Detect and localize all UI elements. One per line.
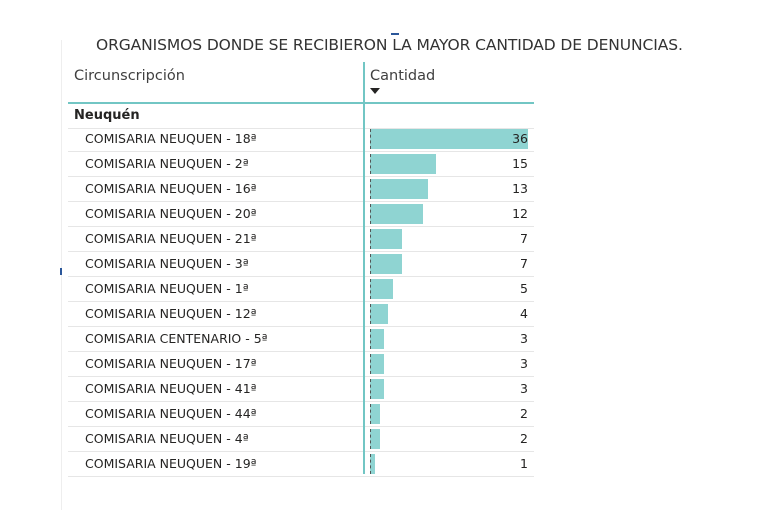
data-bar (370, 454, 375, 474)
row-name: COMISARIA NEUQUEN - 18ª (85, 131, 257, 146)
row-name: COMISARIA NEUQUEN - 4ª (85, 431, 249, 446)
table-row[interactable]: COMISARIA CENTENARIO - 5ª 3 (68, 327, 534, 352)
table-row[interactable]: COMISARIA NEUQUEN - 20ª 12 (68, 202, 534, 227)
table-header: Circunscripción Cantidad (68, 60, 534, 104)
visual-resize-handle-top[interactable] (391, 33, 399, 35)
row-value: 13 (512, 181, 528, 196)
table-row[interactable]: COMISARIA NEUQUEN - 1ª 5 (68, 277, 534, 302)
data-bar (370, 154, 436, 174)
group-row[interactable]: Neuquén (68, 104, 534, 129)
table-row[interactable]: COMISARIA NEUQUEN - 18ª 36 (68, 127, 534, 152)
data-bar (370, 254, 402, 274)
row-name: COMISARIA NEUQUEN - 44ª (85, 406, 257, 421)
table-row[interactable]: COMISARIA NEUQUEN - 21ª 7 (68, 227, 534, 252)
row-value: 3 (520, 331, 528, 346)
row-name: COMISARIA NEUQUEN - 3ª (85, 256, 249, 271)
row-value: 2 (520, 406, 528, 421)
row-value: 3 (520, 356, 528, 371)
data-bar (370, 279, 393, 299)
row-value: 3 (520, 381, 528, 396)
row-name: COMISARIA NEUQUEN - 19ª (85, 456, 257, 471)
row-value: 5 (520, 281, 528, 296)
column-separator[interactable] (363, 62, 365, 474)
row-value: 36 (512, 131, 528, 146)
chart-title: ORGANISMOS DONDE SE RECIBIERON LA MAYOR … (96, 36, 683, 54)
row-name: COMISARIA NEUQUEN - 41ª (85, 381, 257, 396)
data-bar (370, 354, 384, 374)
data-bar (370, 404, 380, 424)
data-bar (370, 179, 428, 199)
table-row[interactable]: COMISARIA NEUQUEN - 44ª 2 (68, 402, 534, 427)
visual-resize-handle-left[interactable] (60, 268, 62, 275)
row-value: 2 (520, 431, 528, 446)
row-name: COMISARIA NEUQUEN - 21ª (85, 231, 257, 246)
sort-descending-icon[interactable] (370, 88, 380, 94)
row-value: 1 (520, 456, 528, 471)
table-row[interactable]: COMISARIA NEUQUEN - 41ª 3 (68, 377, 534, 402)
table-row[interactable]: COMISARIA NEUQUEN - 16ª 13 (68, 177, 534, 202)
table-row[interactable]: COMISARIA NEUQUEN - 19ª 1 (68, 452, 534, 477)
row-value: 4 (520, 306, 528, 321)
row-value: 12 (512, 206, 528, 221)
table-row[interactable]: COMISARIA NEUQUEN - 12ª 4 (68, 302, 534, 327)
data-bar (370, 379, 384, 399)
row-value: 15 (512, 156, 528, 171)
row-name: COMISARIA NEUQUEN - 20ª (85, 206, 257, 221)
table-row[interactable]: COMISARIA NEUQUEN - 3ª 7 (68, 252, 534, 277)
row-name: COMISARIA NEUQUEN - 12ª (85, 306, 257, 321)
row-name: COMISARIA CENTENARIO - 5ª (85, 331, 268, 346)
row-name: COMISARIA NEUQUEN - 1ª (85, 281, 249, 296)
table-body: COMISARIA NEUQUEN - 18ª 36 COMISARIA NEUQU… (68, 127, 534, 477)
row-value: 7 (520, 256, 528, 271)
data-bar (370, 429, 380, 449)
visual-left-edge (61, 40, 62, 510)
table-row[interactable]: COMISARIA NEUQUEN - 2ª 15 (68, 152, 534, 177)
table-row[interactable]: COMISARIA NEUQUEN - 17ª 3 (68, 352, 534, 377)
data-bar (370, 204, 423, 224)
row-name: COMISARIA NEUQUEN - 16ª (85, 181, 257, 196)
row-name: COMISARIA NEUQUEN - 17ª (85, 356, 257, 371)
row-name: COMISARIA NEUQUEN - 2ª (85, 156, 249, 171)
data-bar (370, 129, 528, 149)
data-bar (370, 329, 384, 349)
column-header-cantidad[interactable]: Cantidad (370, 68, 436, 84)
column-header-circunscripcion[interactable]: Circunscripción (74, 68, 185, 84)
table-row[interactable]: COMISARIA NEUQUEN - 4ª 2 (68, 427, 534, 452)
row-value: 7 (520, 231, 528, 246)
group-label: Neuquén (74, 108, 140, 123)
data-bar (370, 229, 402, 249)
data-bar (370, 304, 388, 324)
